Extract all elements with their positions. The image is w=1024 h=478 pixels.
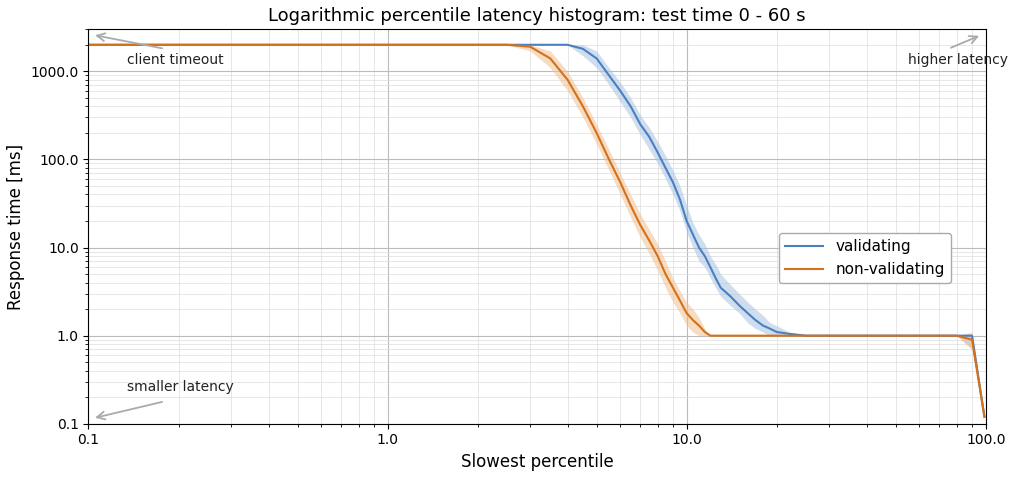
Legend: validating, non-validating: validating, non-validating (779, 233, 951, 283)
non-validating (687, 317, 699, 323)
validating (82, 42, 94, 48)
non-validating (634, 222, 646, 228)
non-validating (911, 333, 924, 338)
non-validating (381, 42, 393, 48)
non-validating (659, 271, 672, 277)
non-validating (681, 310, 693, 316)
non-validating (651, 253, 664, 259)
non-validating (471, 42, 483, 48)
validating (783, 331, 796, 337)
non-validating (770, 333, 782, 338)
non-validating (909, 333, 922, 338)
non-validating (292, 42, 304, 48)
validating (757, 323, 769, 328)
non-validating (860, 333, 872, 338)
non-validating (501, 42, 513, 48)
X-axis label: Slowest percentile: Slowest percentile (461, 453, 613, 471)
non-validating (978, 414, 990, 420)
non-validating (625, 203, 637, 208)
non-validating (591, 130, 603, 136)
non-validating (933, 333, 945, 338)
non-validating (950, 333, 963, 338)
non-validating (643, 238, 655, 243)
non-validating (434, 42, 446, 48)
non-validating (561, 77, 573, 83)
non-validating (733, 333, 745, 338)
validating (625, 104, 637, 109)
validating (966, 333, 978, 338)
Y-axis label: Response time [ms]: Response time [ms] (7, 143, 25, 310)
non-validating (667, 285, 679, 291)
non-validating (82, 42, 94, 48)
non-validating (172, 42, 184, 48)
non-validating (705, 333, 717, 338)
non-validating (614, 179, 627, 185)
non-validating (913, 333, 926, 338)
non-validating (577, 104, 589, 109)
Text: higher latency: higher latency (908, 54, 1008, 67)
Title: Logarithmic percentile latency histogram: test time 0 - 60 s: Logarithmic percentile latency histogram… (268, 7, 806, 25)
non-validating (924, 333, 936, 338)
validating (634, 121, 646, 127)
validating (577, 46, 589, 52)
non-validating (715, 333, 727, 338)
validating (978, 414, 990, 420)
Text: smaller latency: smaller latency (127, 380, 234, 393)
non-validating (225, 42, 238, 48)
non-validating (904, 333, 916, 338)
non-validating (674, 298, 686, 304)
Line: validating: validating (88, 45, 984, 417)
non-validating (906, 333, 919, 338)
Line: non-validating: non-validating (88, 45, 984, 417)
non-validating (890, 333, 902, 338)
non-validating (966, 337, 978, 343)
non-validating (135, 42, 147, 48)
non-validating (524, 44, 537, 50)
non-validating (544, 55, 556, 61)
non-validating (698, 329, 711, 335)
Text: client timeout: client timeout (127, 54, 224, 67)
non-validating (823, 333, 836, 338)
non-validating (603, 157, 615, 163)
non-validating (899, 333, 911, 338)
non-validating (693, 323, 706, 328)
